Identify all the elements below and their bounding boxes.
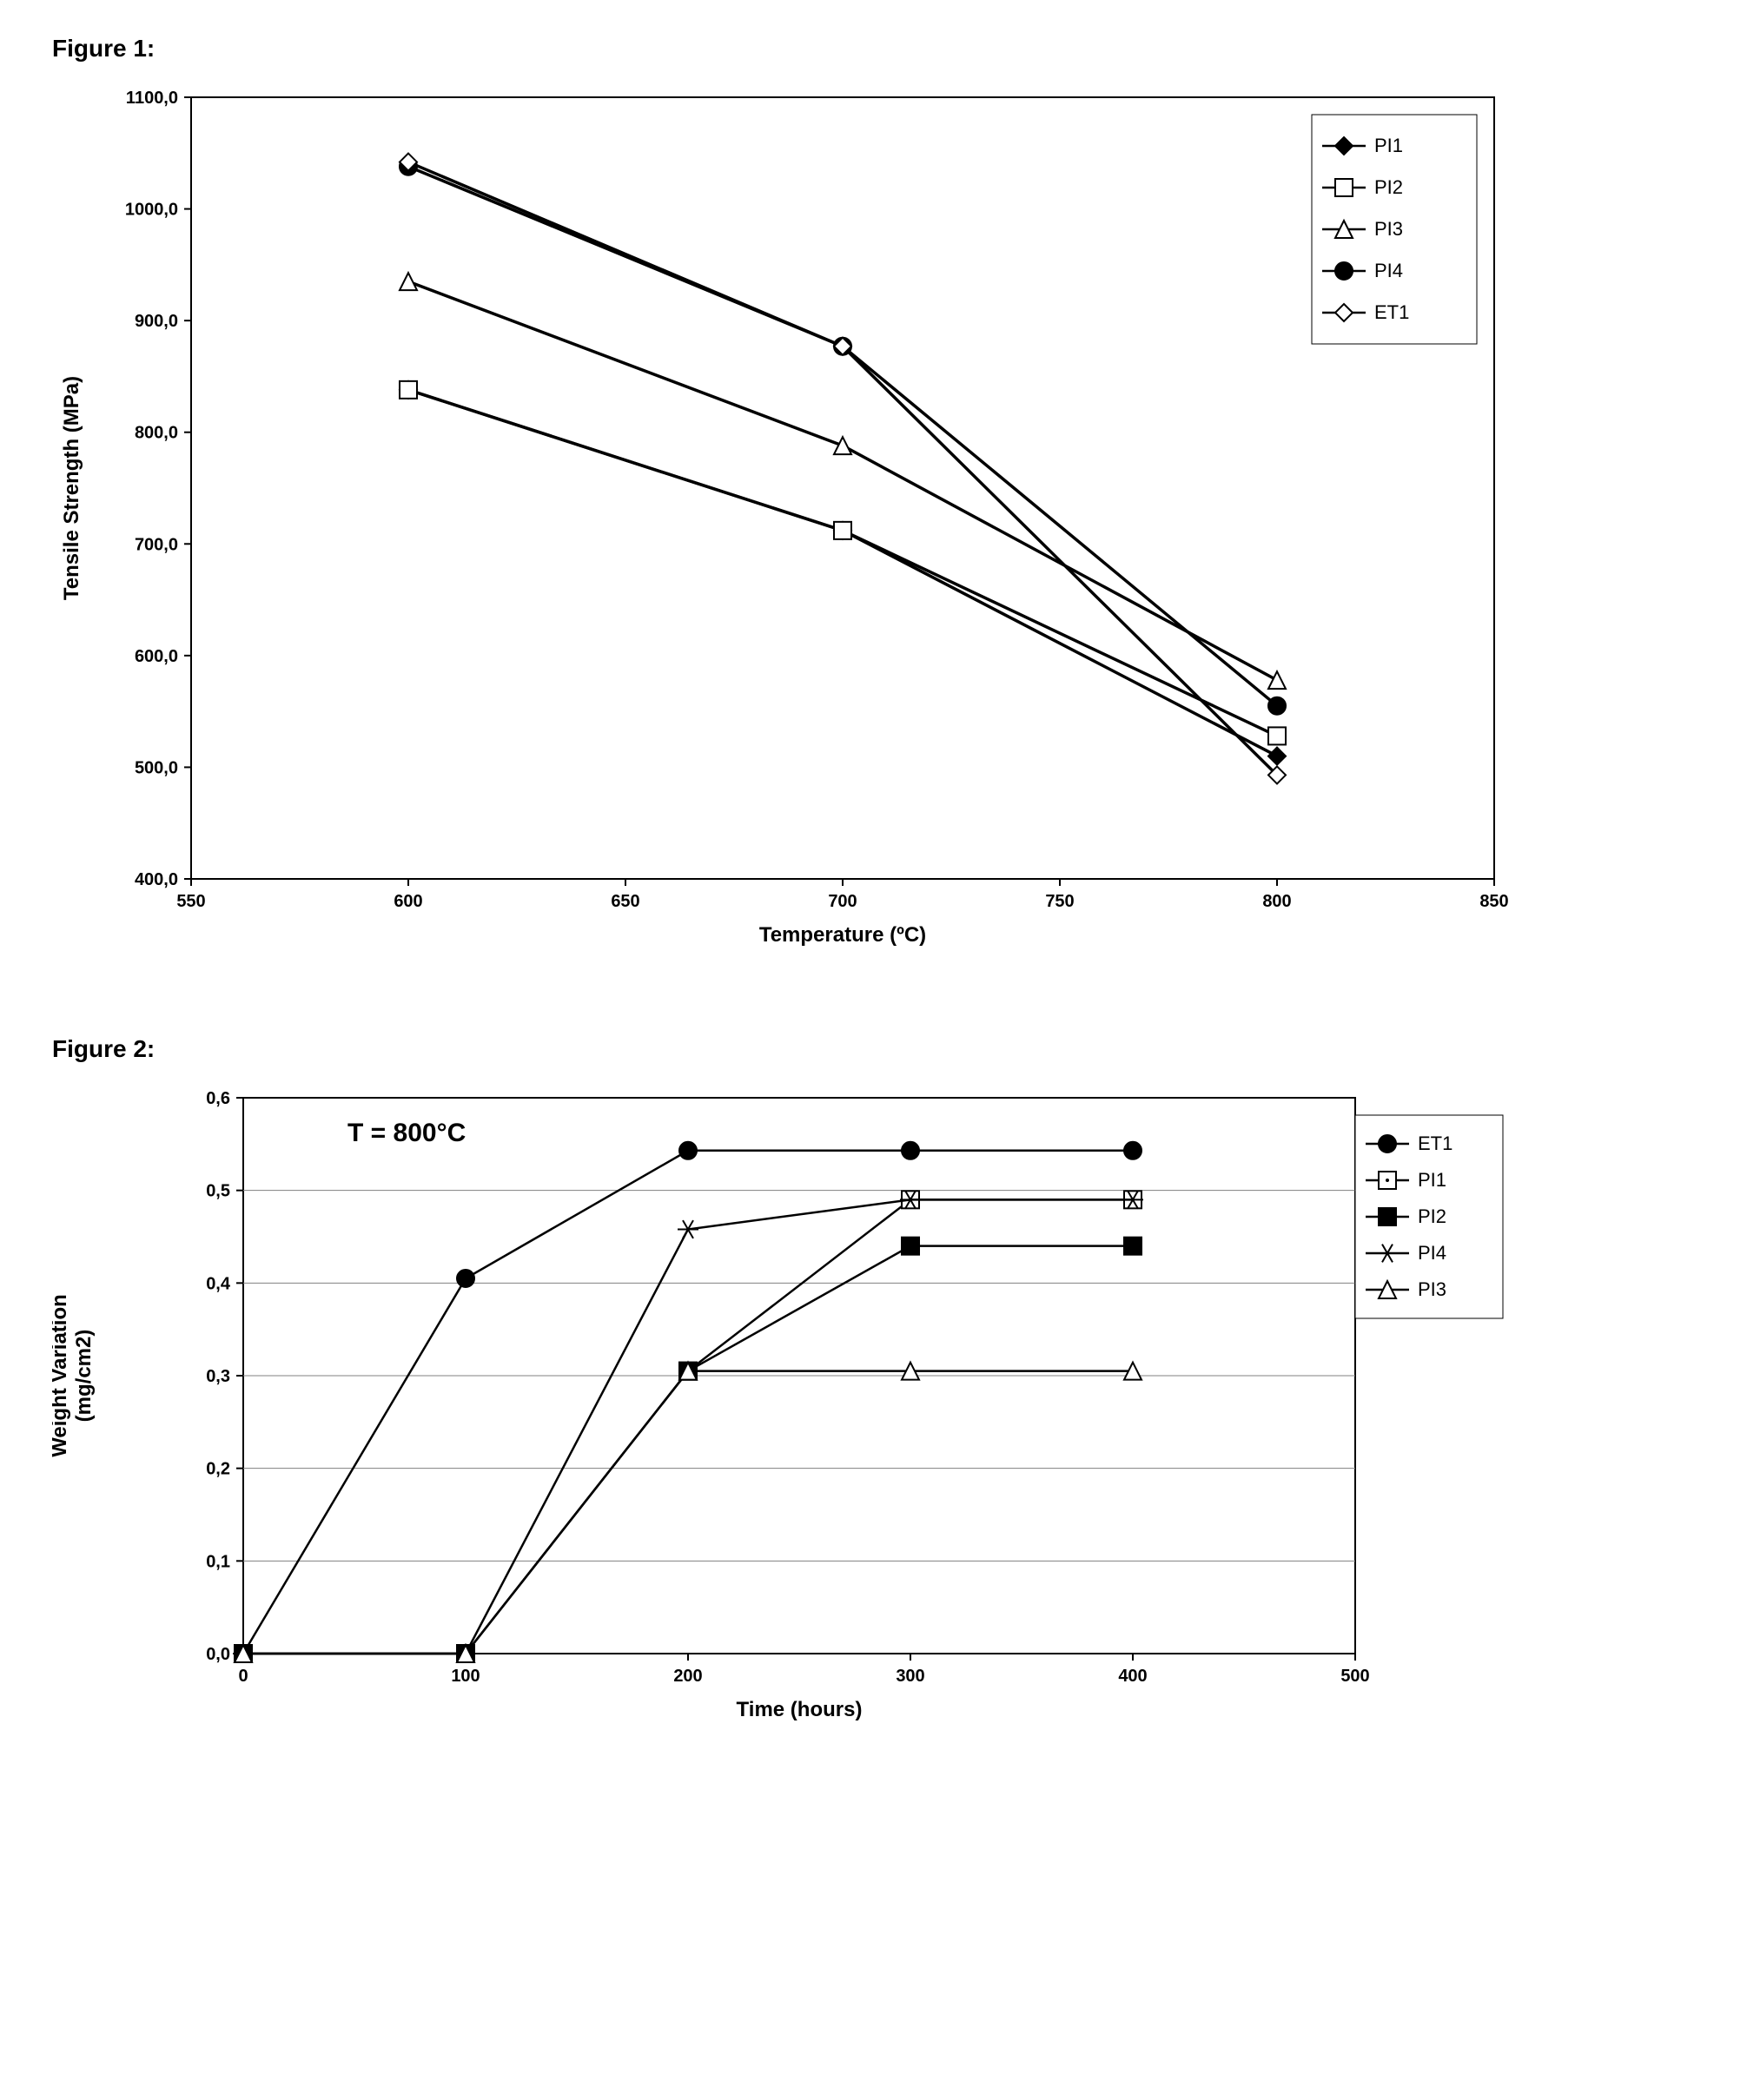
svg-text:800,0: 800,0 bbox=[135, 424, 178, 443]
svg-text:PI1: PI1 bbox=[1418, 1169, 1446, 1191]
svg-text:0,6: 0,6 bbox=[206, 1089, 230, 1108]
svg-text:850: 850 bbox=[1479, 892, 1508, 911]
svg-text:0,2: 0,2 bbox=[206, 1460, 230, 1479]
svg-text:700,0: 700,0 bbox=[135, 535, 178, 554]
figure2-chart: 0,0 0,1 0,2 0,3 0,4 0,5 0,6 0 100 200 300 400 500 Tim… bbox=[52, 1080, 1695, 1740]
svg-text:800: 800 bbox=[1262, 892, 1291, 911]
svg-text:0,1: 0,1 bbox=[206, 1552, 230, 1571]
svg-text:600,0: 600,0 bbox=[135, 647, 178, 666]
svg-text:300: 300 bbox=[896, 1667, 924, 1686]
svg-text:PI4: PI4 bbox=[1374, 260, 1403, 281]
svg-text:1100,0: 1100,0 bbox=[126, 89, 178, 108]
svg-text:400: 400 bbox=[1118, 1667, 1147, 1686]
svg-text:ET1: ET1 bbox=[1374, 301, 1409, 323]
svg-text:PI2: PI2 bbox=[1418, 1205, 1446, 1227]
svg-text:PI3: PI3 bbox=[1374, 218, 1403, 240]
figure2-label: Figure 2: bbox=[52, 1035, 1695, 1063]
svg-text:Time (hours): Time (hours) bbox=[737, 1698, 863, 1721]
svg-text:PI3: PI3 bbox=[1418, 1278, 1446, 1300]
svg-text:Tensile Strength (MPa): Tensile Strength (MPa) bbox=[60, 376, 83, 600]
svg-text:0,0: 0,0 bbox=[206, 1645, 230, 1664]
svg-text:700: 700 bbox=[828, 892, 857, 911]
svg-text:500,0: 500,0 bbox=[135, 758, 178, 777]
svg-text:ET1: ET1 bbox=[1418, 1133, 1453, 1154]
svg-text:600: 600 bbox=[394, 892, 422, 911]
svg-text:T = 800°C: T = 800°C bbox=[347, 1119, 466, 1147]
svg-text:500: 500 bbox=[1340, 1667, 1369, 1686]
svg-text:900,0: 900,0 bbox=[135, 312, 178, 331]
svg-text:200: 200 bbox=[673, 1667, 702, 1686]
svg-text:0,5: 0,5 bbox=[206, 1182, 230, 1201]
svg-text:400,0: 400,0 bbox=[135, 870, 178, 889]
svg-text:PI4: PI4 bbox=[1418, 1242, 1446, 1264]
svg-text:100: 100 bbox=[451, 1667, 480, 1686]
svg-text:0,4: 0,4 bbox=[206, 1274, 231, 1293]
figure1-chart: 400,0 500,0 600,0 700,0 800,0 900,0 1000,0 1100… bbox=[52, 80, 1695, 966]
svg-text:0,3: 0,3 bbox=[206, 1367, 230, 1386]
svg-text:750: 750 bbox=[1045, 892, 1074, 911]
svg-text:650: 650 bbox=[611, 892, 639, 911]
svg-text:550: 550 bbox=[176, 892, 205, 911]
svg-text:PI1: PI1 bbox=[1374, 135, 1403, 156]
svg-text:1000,0: 1000,0 bbox=[125, 201, 178, 220]
svg-text:0: 0 bbox=[238, 1667, 248, 1686]
svg-text:PI2: PI2 bbox=[1374, 176, 1403, 198]
figure1-label: Figure 1: bbox=[52, 35, 1695, 63]
svg-text:Weight Variation(mg/cm2): Weight Variation(mg/cm2) bbox=[52, 1294, 96, 1457]
svg-text:Temperature (ºC): Temperature (ºC) bbox=[759, 923, 926, 947]
